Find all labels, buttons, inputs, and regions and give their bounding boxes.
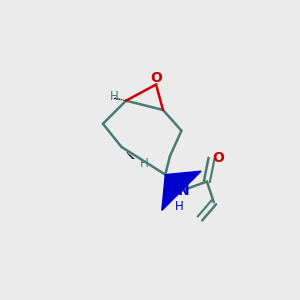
Polygon shape xyxy=(162,171,201,210)
Text: O: O xyxy=(150,70,162,85)
Text: H: H xyxy=(140,157,149,169)
Text: O: O xyxy=(212,152,224,165)
Text: H: H xyxy=(175,200,184,213)
Text: N: N xyxy=(178,184,190,198)
Text: H: H xyxy=(110,90,119,103)
